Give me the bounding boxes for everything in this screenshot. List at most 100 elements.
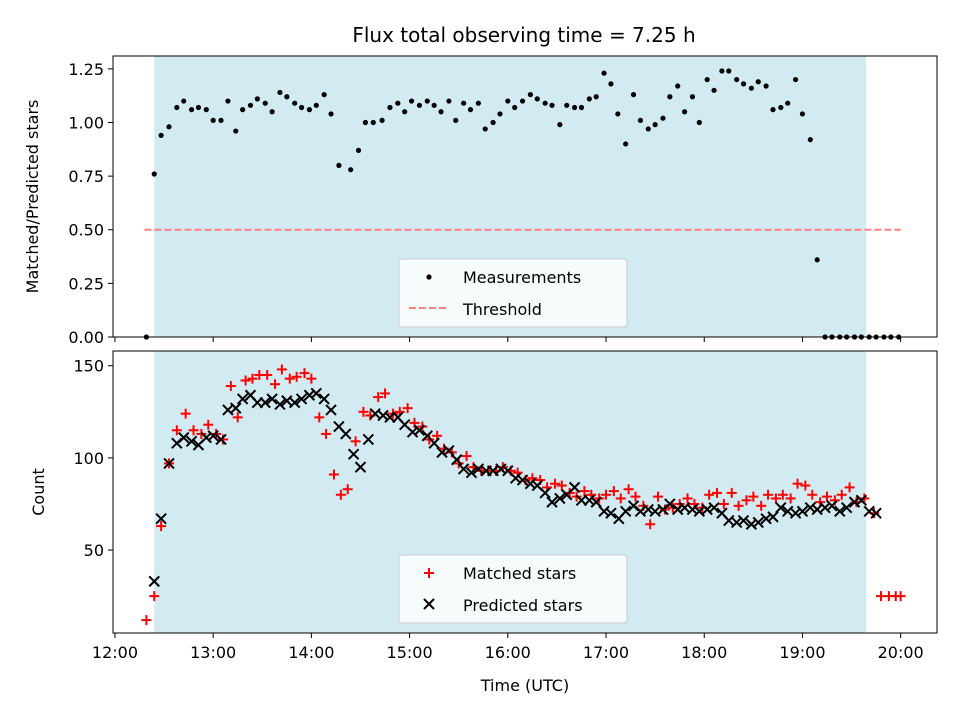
legend-threshold-label: Threshold [462,300,542,319]
y-tick-label: 0.75 [68,167,104,186]
measurement-point [534,96,540,102]
predicted-star-point [767,511,779,523]
measurement-point [362,119,369,126]
predicted-star-point [274,398,286,411]
legend-matched-stars-label: Matched stars [463,564,576,583]
matched-star-point [741,495,752,506]
measurement-point [174,104,180,111]
measurement-point [512,104,518,111]
matched-star-point [549,478,560,489]
predicted-star-point [266,393,278,405]
measurement-point [467,107,474,113]
measurement-point [601,70,607,76]
measurement-point [549,102,555,108]
measurement-point [740,81,747,87]
measurement-point [519,98,526,104]
measurement-point [240,107,246,113]
matched-star-point [704,489,715,500]
measurement-point [490,119,496,126]
predicted-star-point [295,393,308,405]
counts-x-ticks: 12:00 13:00 14:00 15:00 16:00 17:00 18:00 19:00… [92,633,924,662]
matched-star-point [733,500,744,511]
predicted-star-point [347,448,360,460]
legend-plus-glyph [424,568,434,578]
predicted-star-point [325,404,337,416]
measurement-point [218,117,224,123]
matched-star-point [844,482,855,493]
predicted-star-point [760,513,772,525]
matched-star-point [653,491,664,502]
predicted-star-point [619,505,632,518]
measurement-point [321,92,327,98]
measurement-point [785,100,791,106]
matched-star-point [763,489,774,500]
counts-y-axis-label: Count [29,468,48,516]
predicted-star-point [546,496,558,508]
x-tick-label: 12:00 [92,643,138,662]
measurement-point [292,100,298,106]
predicted-star-point [796,505,809,518]
measurement-point [542,100,548,106]
measurement-point [195,104,202,111]
predicted-star-point [155,513,167,525]
measurement-point [298,104,305,111]
matched-star-point [240,375,251,386]
measurement-point [348,167,354,173]
matched-star-point [335,489,346,500]
matched-star-point [373,392,384,403]
measurement-point [681,109,688,115]
x-tick-label: 18:00 [681,643,727,662]
matched-star-point [203,419,214,430]
matched-star-point [756,500,767,511]
predicted-star-point [215,433,227,446]
measurement-point [704,76,710,83]
measurement-point [660,115,666,121]
matched-star-point [645,519,656,530]
matched-star-point [284,373,295,384]
matched-star-point [623,484,634,495]
predicted-star-point [819,501,831,514]
measurement-point [608,81,614,87]
predicted-star-point [834,505,846,518]
measurement-point [269,109,275,115]
measurement-point [262,100,268,106]
matched-star-point [822,491,833,502]
predicted-star-point [303,389,316,401]
measurement-point [284,94,290,100]
counts-y-ticks: 50 100 150 [73,357,113,560]
measurement-point [630,92,637,98]
measurement-point [446,98,452,104]
measurement-point [416,102,423,108]
predicted-star-point [730,516,743,529]
legend-cross-glyph [423,598,435,610]
predicted-star-point [354,461,367,473]
matched-star-point [306,373,317,384]
matched-star-point [682,493,693,504]
y-tick-label: 150 [73,357,104,376]
matched-star-point [299,368,310,379]
ratio-legend: Measurements Threshold [398,258,628,328]
predicted-star-point [457,463,470,475]
x-tick-label: 20:00 [878,643,924,662]
measurement-point [814,257,820,263]
matched-star-point [748,491,759,502]
measurement-point [151,171,157,177]
predicted-star-point [863,505,875,518]
predicted-star-point [598,505,610,518]
predicted-star-point [848,496,861,508]
predicted-star-point [163,457,175,470]
predicted-star-point [259,396,271,409]
y-tick-label: 100 [73,449,104,468]
predicted-star-point [672,503,684,516]
measurement-point [623,141,629,147]
measurement-point [807,137,813,143]
ratio-y-axis-label: Matched/Predicted stars [23,100,42,294]
measurement-point [247,102,254,108]
predicted-star-point [495,463,507,475]
measurement-point [593,94,599,100]
predicted-star-point [362,433,375,446]
predicted-star-point [185,435,198,448]
predicted-stars-series [148,387,882,588]
measurement-point [158,132,164,138]
legend-predicted-stars-marker [423,598,435,610]
